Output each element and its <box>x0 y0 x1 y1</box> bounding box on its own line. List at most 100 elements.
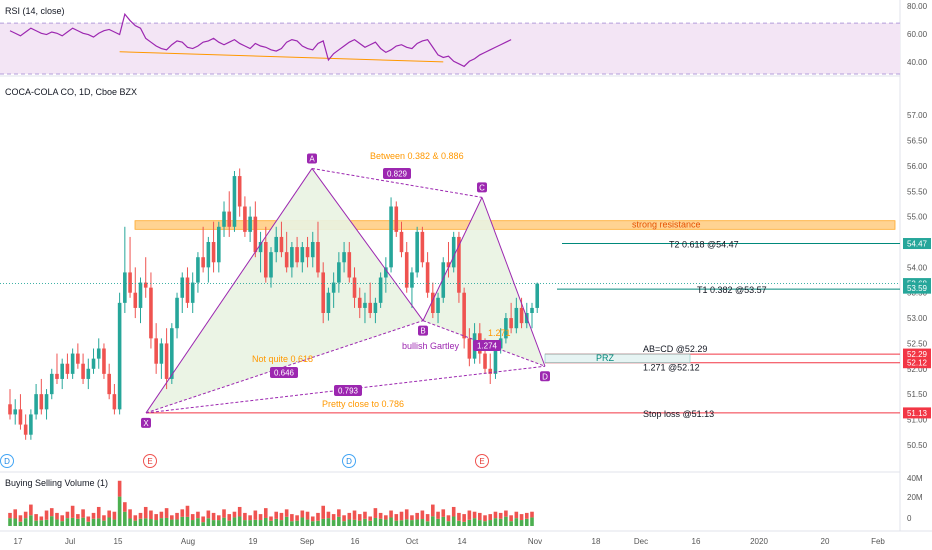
volume-bar-sell <box>201 516 205 523</box>
candle-body <box>258 242 263 253</box>
volume-bar-buy <box>368 520 372 526</box>
volume-bar-buy <box>222 517 226 526</box>
event-marker-e2-circle[interactable] <box>475 454 489 468</box>
volume-bar-buy <box>70 517 75 526</box>
candle-body <box>86 368 91 379</box>
resistance-band[interactable] <box>134 220 896 230</box>
candle-body <box>81 363 85 379</box>
price-tick: 50.50 <box>907 441 928 450</box>
candle-body <box>190 282 195 303</box>
volume-bar-buy <box>305 519 310 526</box>
candle-body <box>488 368 493 374</box>
candle-body <box>483 353 487 369</box>
volume-bar-buy <box>258 520 263 526</box>
volume-bar-buy <box>310 521 315 526</box>
volume-bar-sell <box>478 512 482 521</box>
time-axis[interactable]: 17 Jul 15 Aug 19 Sep 16 Oct 14 Nov 18 Dec 16 2020 20 Fe… <box>14 537 886 546</box>
volume-bar-buy <box>441 516 446 526</box>
volume-bar-sell <box>133 515 138 521</box>
candle-body <box>222 211 226 227</box>
volume-bar-buy <box>185 516 190 526</box>
rsi-axis: 80.00 60.00 40.00 <box>907 2 928 67</box>
candle-body <box>44 394 49 410</box>
candle-body <box>201 257 205 268</box>
volume-bar-buy <box>217 520 221 526</box>
candle-body <box>284 252 289 268</box>
level-badge-bg <box>903 407 931 419</box>
volume-bar-sell <box>342 515 346 522</box>
volume-bar-sell <box>284 509 289 517</box>
volume-axis: 40M 20M 0 <box>907 474 923 523</box>
volume-bar-buy <box>342 521 346 526</box>
rsi-tick-80: 80.00 <box>907 2 928 11</box>
time-tick: 2020 <box>750 537 768 546</box>
volume-bar-buy <box>415 519 419 526</box>
ratio-badge-0646-bg <box>270 367 298 378</box>
volume-bar-sell <box>431 504 435 517</box>
volume-bar-buy <box>196 518 200 526</box>
volume-bar-buy <box>65 518 70 526</box>
point-marker-bg <box>141 417 151 428</box>
candle-body <box>530 307 534 313</box>
event-marker-d1-circle[interactable] <box>0 454 14 468</box>
volume-bar-buy <box>519 520 524 526</box>
volume-bar-sell <box>123 502 127 512</box>
candle-body <box>347 252 352 278</box>
volume-bar-sell <box>222 509 226 518</box>
volume-bar-sell <box>514 511 519 519</box>
time-tick: 20 <box>821 537 830 546</box>
volume-bar-buy <box>201 522 205 526</box>
event-marker-e1-circle[interactable] <box>143 454 157 468</box>
volume-bar-buy <box>232 517 237 526</box>
ratio-badge-0646: 0.646 <box>274 369 295 378</box>
candle-body <box>227 211 232 227</box>
annot-not-quite: Not quite 0.618 <box>252 354 313 364</box>
point-marker-label: B <box>420 327 425 336</box>
rsi-tick-60: 60.00 <box>907 30 928 39</box>
volume-bar-buy <box>274 518 279 526</box>
candle-body <box>425 262 430 293</box>
candle-body <box>274 236 279 253</box>
diag-xb <box>145 320 424 414</box>
candle-body <box>300 247 305 263</box>
volume-bar-sell <box>138 512 143 519</box>
volume-bar-buy <box>159 518 164 526</box>
candle-body <box>326 292 331 313</box>
volume-bar-buy <box>23 518 28 526</box>
volume-tick-40m: 40M <box>907 474 923 483</box>
prz-box[interactable] <box>544 353 691 364</box>
candle-body <box>102 348 106 374</box>
volume-bar-sell <box>331 514 336 521</box>
candle-body <box>451 236 456 268</box>
annot-ext-1271: 1.271 @52.12 <box>643 363 700 373</box>
candle-body <box>337 262 341 283</box>
volume-bar-sell <box>300 510 305 518</box>
price-tick: 54.00 <box>907 263 928 272</box>
volume-bar-sell <box>295 515 299 521</box>
volume-bar-sell <box>253 510 258 520</box>
candle-body <box>431 292 435 313</box>
price-tick: 51.50 <box>907 390 928 399</box>
volume-bar-sell <box>211 512 216 521</box>
candle-body <box>175 297 179 329</box>
candle-body <box>368 302 372 313</box>
volume-bar-buy <box>123 511 127 526</box>
candle-body <box>295 247 299 263</box>
volume-bar-buy <box>420 519 425 526</box>
candle-body <box>331 282 336 293</box>
leg-bc <box>422 197 483 321</box>
candle-body <box>316 242 320 273</box>
candle-body <box>60 363 64 379</box>
event-marker-d2-circle[interactable] <box>342 454 356 468</box>
candle-body <box>149 287 153 339</box>
volume-bar-sell <box>185 505 190 517</box>
volume-bar-sell <box>467 510 472 520</box>
candle-body <box>13 409 18 415</box>
volume-bar-sell <box>34 514 38 521</box>
candle-body <box>206 242 211 268</box>
level-badge-text: 52.12 <box>907 359 928 368</box>
volume-bar-sell <box>472 511 477 519</box>
volume-bar-sell <box>154 514 158 521</box>
